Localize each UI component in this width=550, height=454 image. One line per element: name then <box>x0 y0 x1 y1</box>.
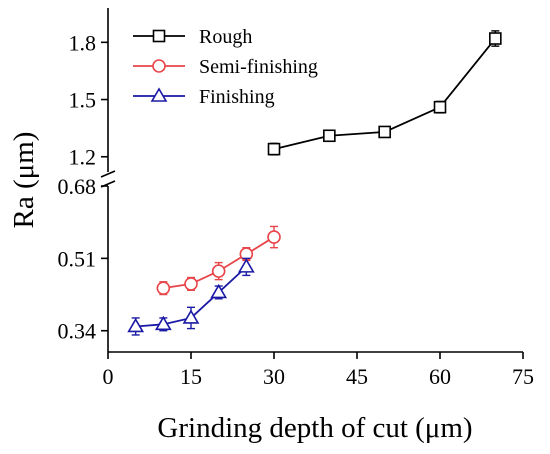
legend-label: Finishing <box>199 86 275 108</box>
triangle-marker <box>182 309 200 324</box>
y-ticks: 0.34 0.51 0.68 1.2 1.5 1.8 <box>58 30 108 344</box>
legend-label: Rough <box>199 26 252 48</box>
x-tick-label: 30 <box>263 364 285 389</box>
y-tick-label: 1.2 <box>69 145 97 170</box>
legend-entry: Semi-finishing <box>133 56 318 78</box>
x-tick-label: 0 <box>103 364 114 389</box>
square-marker <box>378 125 391 139</box>
circle-marker <box>156 281 171 295</box>
square-marker <box>323 129 336 143</box>
x-tick-label: 75 <box>512 364 534 389</box>
x-tick-label: 60 <box>429 364 451 389</box>
circle-marker <box>184 277 198 291</box>
square-marker <box>267 142 281 156</box>
axis-break-mark <box>100 170 116 178</box>
triangle-marker <box>237 258 255 273</box>
circle-marker <box>211 264 226 278</box>
y-axis-title: Ra (μm) <box>8 132 40 229</box>
x-ticks: 0 15 30 45 60 75 <box>103 352 534 389</box>
circle-marker <box>152 59 166 73</box>
triangle-marker <box>150 87 168 102</box>
triangle-marker <box>154 315 172 331</box>
triangle-marker <box>127 317 145 333</box>
y-tick-label: 0.68 <box>58 174 97 199</box>
circle-marker <box>267 230 281 244</box>
series-rough <box>267 30 502 156</box>
series-finishing <box>127 257 255 336</box>
square-marker <box>433 100 447 114</box>
x-tick-label: 45 <box>346 364 368 389</box>
legend-entry: Rough <box>133 26 252 48</box>
series-layer <box>127 30 502 336</box>
square-marker <box>489 32 502 45</box>
x-tick-label: 15 <box>180 364 202 389</box>
triangle-marker <box>210 283 228 299</box>
x-axis-title: Grinding depth of cut (μm) <box>157 412 472 444</box>
legend-entry: Finishing <box>133 86 275 108</box>
series-semi-finishing <box>156 225 281 296</box>
y-tick-label: 0.34 <box>58 319 97 344</box>
square-marker <box>152 29 166 43</box>
y-tick-label: 1.5 <box>69 88 97 113</box>
y-tick-label: 1.8 <box>69 30 97 55</box>
y-tick-label: 0.51 <box>58 246 97 271</box>
legend: Rough Semi-finishing Finishing <box>133 26 318 108</box>
axes <box>100 8 523 353</box>
legend-label: Semi-finishing <box>199 56 318 78</box>
